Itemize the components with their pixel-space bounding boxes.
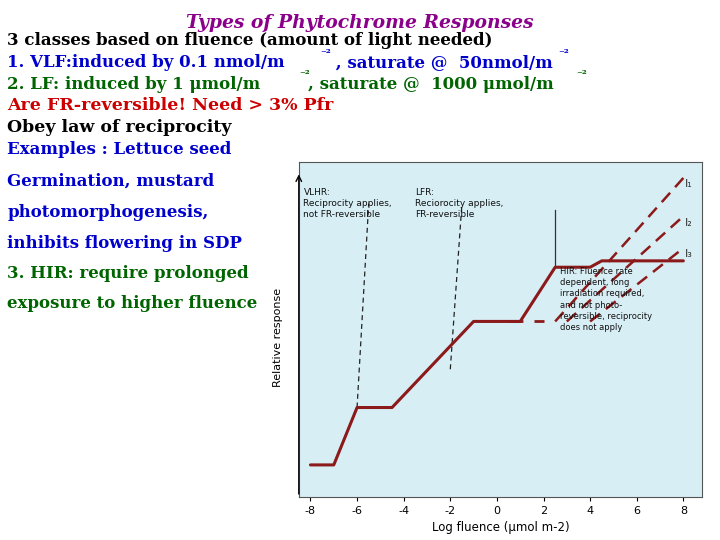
Text: 3. HIR: require prolonged: 3. HIR: require prolonged xyxy=(7,265,249,281)
Text: Types of Phytochrome Responses: Types of Phytochrome Responses xyxy=(186,14,534,31)
Text: ⁻²: ⁻² xyxy=(576,69,587,80)
Text: I₂: I₂ xyxy=(685,218,692,227)
Text: VLHR:
Reciprocity applies,
not FR-reversible: VLHR: Reciprocity applies, not FR-revers… xyxy=(303,187,392,219)
X-axis label: Log fluence (μmol m-2): Log fluence (μmol m-2) xyxy=(431,522,570,535)
Text: HIR: Fluence rate
dependent, long
irradiation required,
and not photo-
reversibl: HIR: Fluence rate dependent, long irradi… xyxy=(560,267,652,332)
Text: ⁻²: ⁻² xyxy=(320,48,331,58)
Text: 1. VLF:induced by 0.1 nmol/m: 1. VLF:induced by 0.1 nmol/m xyxy=(7,54,285,71)
Text: I₁: I₁ xyxy=(685,179,692,190)
Text: I₃: I₃ xyxy=(685,249,693,259)
Text: 2. LF: induced by 1 μmol/m: 2. LF: induced by 1 μmol/m xyxy=(7,76,261,92)
Text: , saturate @  1000 μmol/m: , saturate @ 1000 μmol/m xyxy=(308,76,554,92)
Text: inhibits flowering in SDP: inhibits flowering in SDP xyxy=(7,235,242,252)
Text: , saturate @  50nmol/m: , saturate @ 50nmol/m xyxy=(330,54,552,71)
Text: exposure to higher fluence: exposure to higher fluence xyxy=(7,295,258,312)
Text: photomorphogenesis,: photomorphogenesis, xyxy=(7,204,209,221)
Text: ⁻²: ⁻² xyxy=(558,48,569,58)
Text: LFR:
Reciorocity applies,
FR-reversible: LFR: Reciorocity applies, FR-reversible xyxy=(415,187,504,219)
Text: ⁻²: ⁻² xyxy=(299,69,310,80)
Text: Germination, mustard: Germination, mustard xyxy=(7,173,215,190)
Text: Obey law of reciprocity: Obey law of reciprocity xyxy=(7,119,232,136)
Text: Relative response: Relative response xyxy=(273,288,283,387)
Text: Examples : Lettuce seed: Examples : Lettuce seed xyxy=(7,141,232,158)
Text: Are FR-reversible! Need > 3% Pfr: Are FR-reversible! Need > 3% Pfr xyxy=(7,97,333,114)
Text: 3 classes based on fluence (amount of light needed): 3 classes based on fluence (amount of li… xyxy=(7,32,492,49)
